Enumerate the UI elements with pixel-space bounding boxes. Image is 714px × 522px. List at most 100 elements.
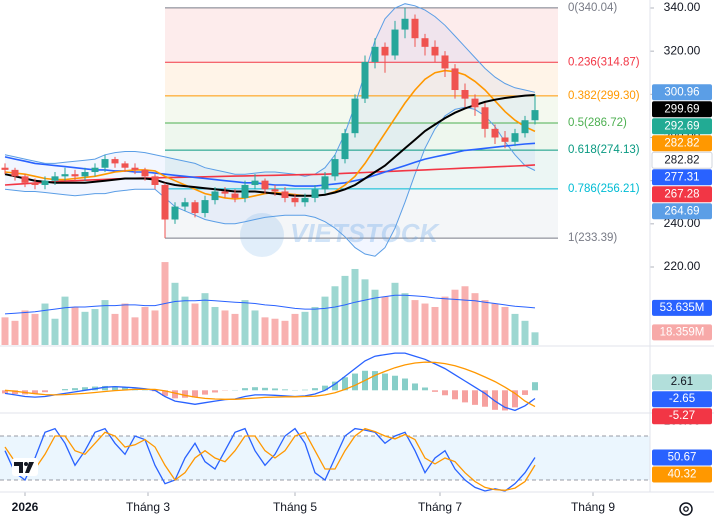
x-tick-label: Tháng 5 bbox=[273, 500, 317, 514]
settings-button[interactable] bbox=[679, 502, 693, 516]
macd-histogram bbox=[382, 373, 388, 391]
volume-bar bbox=[81, 311, 89, 345]
candle-body bbox=[291, 197, 299, 203]
price-label-box bbox=[652, 408, 712, 425]
candle-body bbox=[181, 202, 189, 207]
x-tick-label: Tháng 9 bbox=[571, 500, 615, 514]
macd-histogram bbox=[342, 377, 348, 391]
fib-zone bbox=[165, 150, 558, 189]
volume-bar bbox=[331, 286, 339, 345]
price-label-box bbox=[652, 374, 712, 391]
watermark-logo bbox=[240, 213, 284, 257]
y-tick-label: 320.00 bbox=[664, 43, 701, 57]
candle-body bbox=[481, 107, 489, 129]
candle-body bbox=[51, 176, 59, 181]
stoch-band bbox=[0, 435, 650, 481]
fib-label: 0(340.04) bbox=[568, 2, 617, 14]
price-label-box bbox=[652, 186, 712, 203]
macd-histogram bbox=[172, 390, 178, 399]
y-tick-label: 240.00 bbox=[664, 216, 701, 230]
candle-body bbox=[431, 46, 439, 56]
volume-bar bbox=[131, 317, 139, 345]
volume-bar bbox=[151, 310, 159, 345]
candle-body bbox=[211, 191, 219, 201]
background-layer bbox=[5, 3, 558, 257]
price-label: 282.82 bbox=[664, 137, 699, 149]
macd-histogram bbox=[262, 387, 268, 391]
macd-histogram bbox=[212, 390, 218, 393]
macd-histogram bbox=[512, 390, 518, 408]
price-label-box bbox=[652, 169, 712, 186]
macd-histogram bbox=[412, 383, 418, 391]
volume-bar bbox=[121, 303, 129, 345]
volume-bar bbox=[401, 293, 409, 345]
candle-body bbox=[411, 18, 419, 39]
candle-body bbox=[301, 197, 309, 203]
volume-bar bbox=[31, 313, 39, 345]
logo-t bbox=[14, 462, 23, 473]
candle-body bbox=[81, 172, 89, 177]
price-label: 299.69 bbox=[664, 103, 699, 115]
gear-ring[interactable] bbox=[679, 502, 693, 516]
macd-histogram bbox=[72, 388, 78, 391]
candle-body bbox=[41, 180, 49, 185]
price-label: 18.359M bbox=[660, 326, 705, 338]
volume-bar bbox=[441, 296, 449, 345]
macd-histogram bbox=[352, 373, 358, 391]
gear-hub[interactable] bbox=[683, 506, 689, 512]
volume-bar bbox=[421, 303, 429, 345]
candle-body bbox=[61, 174, 69, 177]
volume-bar bbox=[511, 313, 519, 345]
logo-bg bbox=[12, 458, 38, 476]
candle-body bbox=[21, 176, 29, 183]
candle-body bbox=[471, 98, 479, 108]
macd-histogram bbox=[192, 390, 198, 398]
volume-bar bbox=[501, 306, 509, 345]
candle-body bbox=[521, 120, 529, 134]
volume-bar bbox=[101, 300, 109, 345]
fib-label: 0.5(286.72) bbox=[568, 117, 627, 129]
volume-bar bbox=[371, 289, 379, 345]
macd-histogram bbox=[322, 385, 328, 391]
volume-bar bbox=[271, 318, 279, 345]
macd-histogram bbox=[2, 390, 8, 394]
candle-body bbox=[171, 206, 179, 220]
price-label-box bbox=[652, 118, 712, 135]
candle-body bbox=[221, 191, 229, 194]
volume-bar bbox=[221, 310, 229, 345]
candle-body bbox=[531, 110, 539, 121]
price-label: 264.69 bbox=[664, 205, 699, 217]
fib-zone bbox=[165, 188, 558, 239]
candle-body bbox=[31, 182, 39, 185]
volume-bar bbox=[201, 293, 209, 345]
watermark: VIETSTOCK bbox=[290, 218, 441, 248]
volume-bar bbox=[51, 318, 59, 345]
price-label-box bbox=[651, 151, 713, 169]
candle-body bbox=[311, 189, 319, 198]
macd-histogram bbox=[332, 381, 338, 391]
macd-histogram bbox=[472, 390, 478, 405]
macd-histogram bbox=[452, 390, 458, 400]
fib-zone bbox=[165, 7, 558, 63]
volume-bar bbox=[451, 289, 459, 345]
candle-body bbox=[101, 159, 109, 168]
bollinger-upper bbox=[4, 3, 536, 177]
price-label: 292.69 bbox=[664, 120, 699, 132]
fib-label: 0.236(314.87) bbox=[568, 56, 640, 68]
candle-body bbox=[341, 133, 349, 160]
fib-label: 0.618(274.13) bbox=[568, 144, 640, 156]
candle-body bbox=[131, 167, 139, 170]
candle-body bbox=[351, 98, 359, 134]
candle-body bbox=[421, 38, 429, 47]
x-tick-label: 2026 bbox=[12, 500, 39, 514]
volume-bar bbox=[91, 309, 99, 345]
volume-bar bbox=[481, 300, 489, 345]
volume-bar bbox=[41, 303, 49, 345]
volume-bar bbox=[191, 303, 199, 345]
axis-layer: 0(340.04) 0.236(314.87) 0.382(299.30) 0.5(2… bbox=[12, 0, 713, 514]
y-tick-label: 220.00 bbox=[664, 259, 701, 273]
bollinger-fill bbox=[5, 3, 535, 257]
candle-body bbox=[111, 159, 119, 164]
price-label: 50.67 bbox=[668, 452, 697, 464]
macd-histogram bbox=[422, 387, 428, 391]
